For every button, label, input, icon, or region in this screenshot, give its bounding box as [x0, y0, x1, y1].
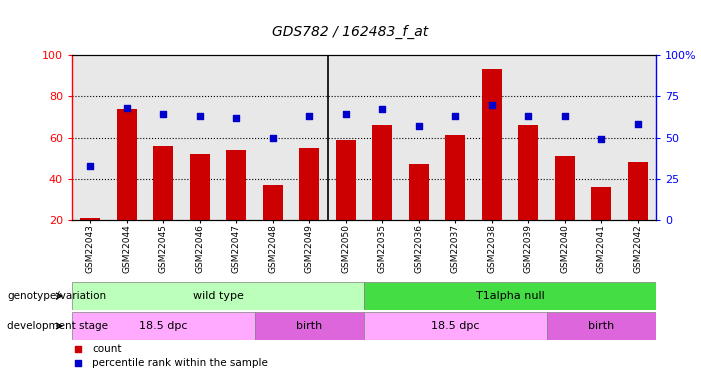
Point	[85, 162, 96, 168]
Bar	[518, 125, 538, 220]
Point	[121, 105, 132, 111]
Text: birth: birth	[296, 321, 322, 331]
Bar	[482, 69, 502, 220]
Point	[340, 111, 351, 117]
Bar	[409, 164, 429, 220]
Text: count: count	[93, 344, 122, 354]
Text: 18.5 dpc: 18.5 dpc	[139, 321, 187, 331]
Point	[194, 113, 205, 119]
Point	[449, 113, 461, 119]
Bar	[263, 185, 283, 220]
Point	[632, 121, 644, 127]
Bar	[336, 140, 356, 220]
Point	[158, 111, 169, 117]
Bar	[80, 218, 100, 220]
Text: wild type: wild type	[193, 291, 243, 301]
Bar	[547, 312, 656, 340]
Point	[523, 113, 534, 119]
Point	[486, 102, 497, 108]
Point	[72, 360, 83, 366]
Bar	[154, 146, 173, 220]
Bar	[627, 162, 648, 220]
Text: T1alpha null: T1alpha null	[475, 291, 545, 301]
Text: GDS782 / 162483_f_at: GDS782 / 162483_f_at	[273, 25, 428, 39]
Bar	[364, 312, 547, 340]
Bar	[554, 156, 575, 220]
Bar	[364, 282, 656, 310]
Point	[231, 115, 242, 121]
Point	[559, 113, 571, 119]
Bar	[190, 154, 210, 220]
Text: genotype/variation: genotype/variation	[7, 291, 106, 301]
Point	[72, 346, 83, 352]
Bar	[445, 135, 465, 220]
Text: birth: birth	[588, 321, 614, 331]
Text: percentile rank within the sample: percentile rank within the sample	[93, 358, 268, 368]
Point	[413, 123, 424, 129]
Point	[376, 106, 388, 112]
Bar	[254, 312, 364, 340]
Bar	[226, 150, 246, 220]
Bar	[72, 312, 254, 340]
Point	[267, 135, 278, 141]
Point	[304, 113, 315, 119]
Bar	[372, 125, 393, 220]
Bar	[591, 187, 611, 220]
Text: development stage: development stage	[7, 321, 108, 331]
Point	[596, 136, 607, 142]
Bar	[116, 109, 137, 220]
Text: 18.5 dpc: 18.5 dpc	[431, 321, 479, 331]
Bar	[72, 282, 364, 310]
Bar	[299, 148, 319, 220]
